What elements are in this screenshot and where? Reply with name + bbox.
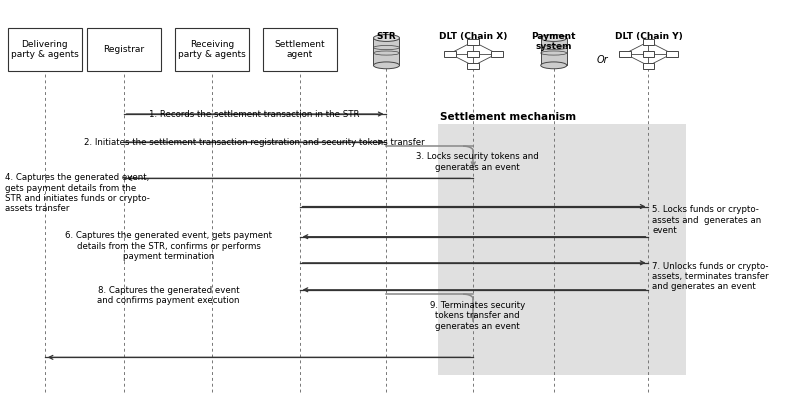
Text: 3. Locks security tokens and
generates an event: 3. Locks security tokens and generates a… [416,152,538,172]
Bar [467,51,479,57]
Ellipse shape [541,34,566,41]
Bar [619,51,630,57]
Bar [491,51,503,57]
Text: DLT (Chain X): DLT (Chain X) [439,32,507,40]
Text: Registrar: Registrar [103,45,144,54]
Bar [666,51,678,57]
Bar [438,124,686,375]
Ellipse shape [374,34,399,41]
Text: 6. Captures the generated event, gets payment
details from the STR, confirms or : 6. Captures the generated event, gets pa… [65,232,272,261]
Bar [642,63,654,69]
Text: Receiving
party & agents: Receiving party & agents [178,40,246,60]
Text: STR: STR [377,32,396,40]
FancyBboxPatch shape [8,28,82,71]
Text: 4. Captures the generated event,
gets payment details from the
STR and initiates: 4. Captures the generated event, gets pa… [6,173,150,213]
Text: Delivering
party & agents: Delivering party & agents [11,40,78,60]
Bar [642,51,654,57]
FancyBboxPatch shape [175,28,249,71]
Bar [467,38,479,45]
Text: 8. Captures the generated event
and confirms payment execution: 8. Captures the generated event and conf… [98,286,240,305]
Bar [642,38,654,45]
Text: Payment
system: Payment system [531,32,576,51]
Text: 9. Terminates security
tokens transfer and
generates an event: 9. Terminates security tokens transfer a… [430,301,525,331]
FancyBboxPatch shape [262,28,337,71]
Text: 7. Unlocks funds or crypto-
assets, terminates transfer
and generates an event: 7. Unlocks funds or crypto- assets, term… [652,262,769,292]
Text: DLT (Chain Y): DLT (Chain Y) [614,32,682,40]
Bar [541,38,566,65]
Bar [467,63,479,69]
Text: Or: Or [597,55,609,65]
Text: Settlement mechanism: Settlement mechanism [440,112,576,122]
Text: Settlement
agent: Settlement agent [274,40,325,60]
Bar [444,51,455,57]
Ellipse shape [541,62,566,69]
Bar [374,38,399,65]
FancyBboxPatch shape [86,28,161,71]
Text: 1. Records the settlement transaction in the STR: 1. Records the settlement transaction in… [149,110,359,119]
Text: 5. Locks funds or crypto-
assets and  generates an
event: 5. Locks funds or crypto- assets and gen… [652,205,762,235]
Ellipse shape [374,62,399,69]
Text: 2. Initiates the settlement transaction registration and security tokens transfe: 2. Initiates the settlement transaction … [83,138,424,147]
